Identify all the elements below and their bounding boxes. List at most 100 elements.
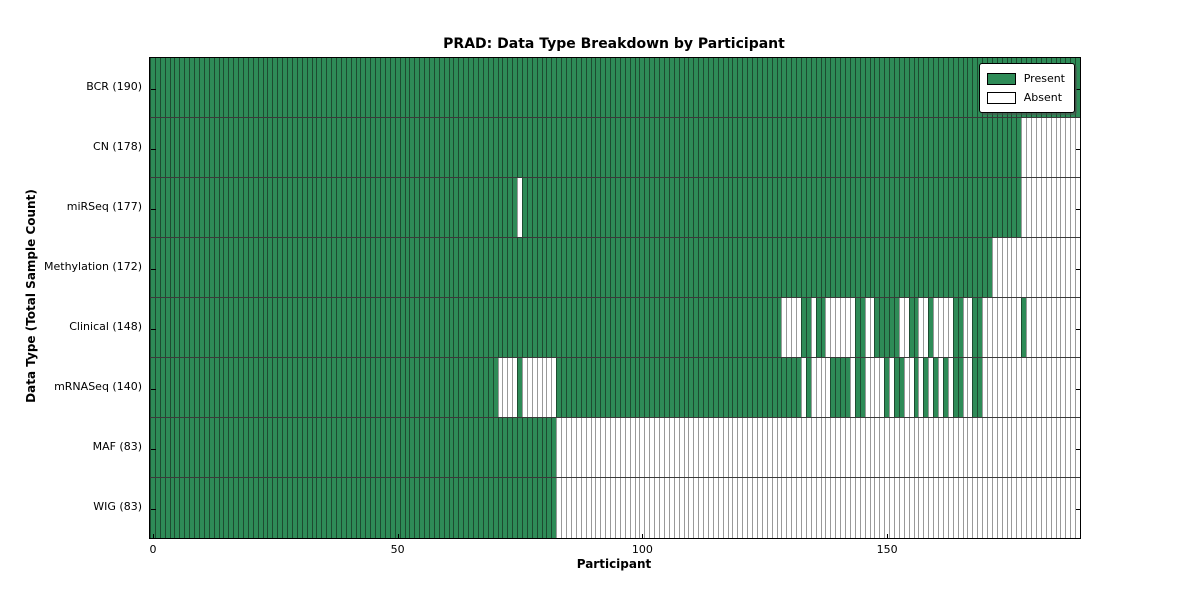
heatmap-cell xyxy=(615,238,620,297)
heatmap-cell xyxy=(399,358,405,417)
heatmap-cell xyxy=(644,238,650,297)
heatmap-cell xyxy=(952,58,958,117)
heatmap-cell xyxy=(321,478,327,538)
heatmap-cell xyxy=(693,358,699,417)
heatmap-cell xyxy=(918,418,924,477)
heatmap-cell xyxy=(766,478,772,538)
heatmap-cell xyxy=(1050,118,1056,177)
heatmap-cell xyxy=(580,298,586,357)
y-tick-mark xyxy=(150,388,156,390)
heatmap-cell xyxy=(443,118,449,177)
heatmap-cell xyxy=(1011,478,1017,538)
heatmap-cell xyxy=(522,118,527,177)
heatmap-cell xyxy=(942,298,948,357)
heatmap-cell xyxy=(1016,418,1022,477)
heatmap-cell xyxy=(1035,118,1041,177)
heatmap-cell xyxy=(492,418,498,477)
heatmap-cell xyxy=(389,298,395,357)
heatmap-cell xyxy=(845,58,850,117)
heatmap-cell xyxy=(365,478,371,538)
heatmap-cell xyxy=(526,358,532,417)
heatmap-cell xyxy=(394,118,400,177)
heatmap-cell xyxy=(717,118,723,177)
heatmap-cell xyxy=(678,178,684,237)
heatmap-cell xyxy=(517,58,522,117)
heatmap-cell xyxy=(801,58,806,117)
heatmap-cell xyxy=(414,358,420,417)
heatmap-cell xyxy=(752,238,757,297)
heatmap-cell xyxy=(673,358,679,417)
heatmap-cell xyxy=(938,58,943,117)
heatmap-cell xyxy=(429,298,434,357)
heatmap-cell xyxy=(590,178,596,237)
heatmap-cell xyxy=(174,238,180,297)
heatmap-cell xyxy=(605,298,611,357)
heatmap-cell xyxy=(786,178,792,237)
heatmap-cell xyxy=(458,298,464,357)
y-tick-mark xyxy=(1075,448,1081,450)
heatmap-cell xyxy=(198,298,204,357)
heatmap-cell xyxy=(962,58,968,117)
heatmap-cell xyxy=(208,418,214,477)
heatmap-cell xyxy=(414,58,420,117)
y-tick-label-bcr: BCR (190) xyxy=(86,80,142,93)
heatmap-cell xyxy=(414,298,420,357)
heatmap-cell xyxy=(380,178,385,237)
heatmap-cell xyxy=(404,118,410,177)
heatmap-cell xyxy=(443,478,449,538)
heatmap-cell xyxy=(693,118,699,177)
heatmap-cell xyxy=(810,178,816,237)
heatmap-cell xyxy=(708,178,713,237)
heatmap-row-wig xyxy=(150,478,1080,538)
heatmap-cell xyxy=(433,238,439,297)
heatmap-cell xyxy=(840,418,846,477)
heatmap-cell xyxy=(791,58,797,117)
heatmap-cell xyxy=(752,178,757,237)
heatmap-cell xyxy=(551,298,557,357)
heatmap-cell xyxy=(526,418,532,477)
heatmap-cell xyxy=(164,118,170,177)
heatmap-cell xyxy=(311,118,317,177)
heatmap-cell xyxy=(629,418,635,477)
heatmap-cell xyxy=(291,118,297,177)
heatmap-cell xyxy=(331,478,336,538)
heatmap-cell xyxy=(942,58,948,117)
heatmap-cell xyxy=(982,298,987,357)
heatmap-cell xyxy=(380,298,385,357)
heatmap-cell xyxy=(252,358,258,417)
heatmap-cell xyxy=(370,418,376,477)
heatmap-cell xyxy=(194,178,199,237)
heatmap-cell xyxy=(654,118,660,177)
heatmap-cell xyxy=(678,238,684,297)
heatmap-cell xyxy=(541,418,547,477)
heatmap-cell xyxy=(438,298,444,357)
heatmap-cell xyxy=(683,298,689,357)
heatmap-cell xyxy=(585,298,591,357)
heatmap-cell xyxy=(600,358,606,417)
heatmap-cell xyxy=(492,118,498,177)
heatmap-cell xyxy=(683,58,689,117)
heatmap-cell xyxy=(884,478,890,538)
heatmap-cell xyxy=(502,298,508,357)
heatmap-cell xyxy=(468,178,474,237)
heatmap-cell xyxy=(384,418,390,477)
heatmap-cell xyxy=(164,478,170,538)
heatmap-cell xyxy=(1006,178,1012,237)
heatmap-cell xyxy=(277,178,283,237)
heatmap-cell xyxy=(311,58,317,117)
heatmap-cell xyxy=(365,58,371,117)
heatmap-cell xyxy=(825,58,831,117)
heatmap-cell xyxy=(600,418,606,477)
heatmap-cell xyxy=(487,418,493,477)
heatmap-cell xyxy=(913,358,919,417)
heatmap-cell xyxy=(169,478,175,538)
heatmap-cell xyxy=(262,358,268,417)
heatmap-cell xyxy=(849,298,855,357)
heatmap-cell xyxy=(722,478,728,538)
heatmap-cell xyxy=(884,178,890,237)
heatmap-cell xyxy=(394,298,400,357)
heatmap-cell xyxy=(752,58,757,117)
heatmap-cell xyxy=(923,298,929,357)
heatmap-cell xyxy=(991,418,997,477)
heatmap-cell xyxy=(473,358,478,417)
